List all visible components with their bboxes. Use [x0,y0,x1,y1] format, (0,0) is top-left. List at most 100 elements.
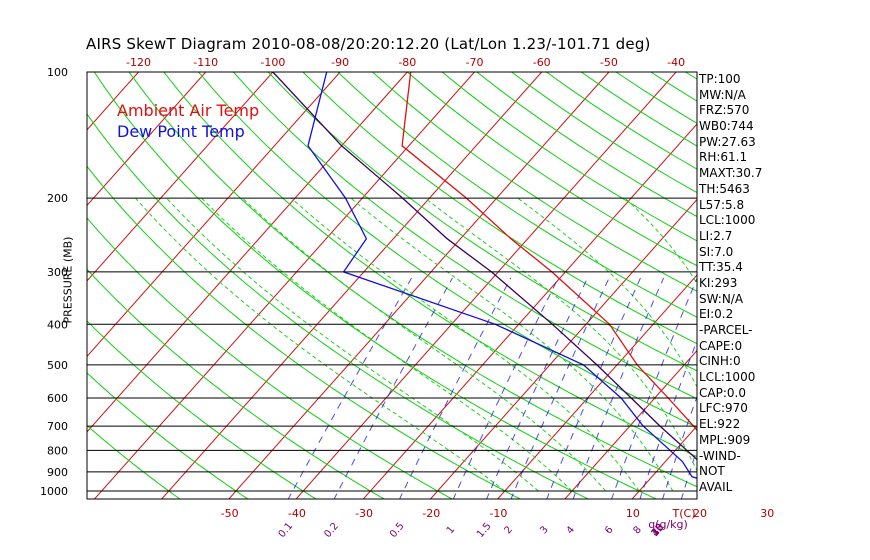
dry-adiabat-line [87,372,249,499]
dry-adiabat-line [87,268,385,499]
mixing-ratio-label: 0.1 [277,521,296,540]
dry-adiabat-line [163,72,697,458]
dry-adiabat-line [233,72,697,400]
index-row: NOT [699,464,725,479]
pressure-tick-label: 1000 [40,485,68,498]
mixing-ratio-label: 0.5 [388,521,407,540]
legend-ambient-air-temp: Ambient Air Temp [117,101,260,120]
moist-adiabat-line [350,197,674,492]
isotherm-line [87,72,207,207]
dry-adiabat-line [372,72,697,292]
top-temp-tick-label: -100 [260,56,285,69]
isotherm-line [161,72,543,499]
mixing-ratio-label: 2 [502,524,515,536]
moist-adiabat-line [290,197,640,492]
isotherm-line [228,72,610,499]
mixing-ratio-unit: q(g/kg) [648,518,688,531]
moist-adiabat-line [166,197,539,492]
mixing-ratio-label: 6 [603,524,616,536]
dry-adiabat-line [87,320,317,499]
y-axis-label: PRESSURE (MB) [61,236,75,324]
pressure-tick-label: 100 [47,66,68,79]
bottom-axis-unit: T(C) [672,507,696,520]
dry-adiabat-line [87,424,181,499]
profile-lines [272,72,697,479]
index-row: TP:100 [699,72,741,86]
index-row: TH:5463 [699,181,750,196]
bottom-temp-tick-label: -30 [355,507,373,520]
bottom-temp-tick-label: 30 [760,507,774,520]
isotherm-line [93,72,475,499]
dry-adiabat-line [476,72,697,218]
index-row: -WIND- [699,448,741,463]
top-temp-tick-label: -60 [533,56,551,69]
isotherm-line [87,72,341,358]
mixing-ratio-line [546,277,641,499]
top-temp-tick-label: -120 [126,56,151,69]
dry-adiabat-line [93,72,658,499]
bottom-temp-tick-label: 10 [626,507,640,520]
parcel-line [272,72,697,461]
index-row: AVAIL [699,479,733,494]
legend-dew-point-temp: Dew Point Temp [117,122,245,141]
index-row: SW:N/A [699,291,744,306]
moist-adiabat-line [803,198,841,491]
mixing-ratio-line [333,277,453,499]
index-row: EL:922 [699,417,741,432]
index-row: LCL:1000 [699,213,756,228]
isotherm-line [295,72,677,499]
isotherm-line [631,425,697,499]
top-temp-tick-label: -50 [600,56,618,69]
index-row: CINH:0 [699,354,741,369]
dry-adiabat-line [267,72,697,372]
bottom-temp-tick-label: 20 [693,507,707,520]
top-temp-tick-label: -80 [398,56,416,69]
pressure-tick-label: 400 [47,318,68,331]
top-temp-tick-label: -70 [466,56,484,69]
pressure-tick-label: 800 [47,444,68,457]
index-row: CAP:0.0 [699,385,746,400]
isotherm-line [429,198,697,499]
isotherm-line [766,72,870,500]
bottom-temp-tick-label: -10 [489,507,507,520]
dry-adiabat-line [337,72,697,318]
index-row: WB0:744 [699,119,754,134]
isotherm-line [362,123,697,499]
dry-adiabat-line [87,113,590,499]
index-row: MW:N/A [699,87,746,102]
moist-adiabat-line [517,197,697,388]
index-row: RH:61.1 [699,150,748,165]
mixing-ratio-label: 8 [632,524,645,536]
index-row: KI:293 [699,275,738,290]
mixing-ratio-line [287,277,413,499]
pressure-tick-label: 500 [47,359,68,372]
dry-adiabat-line [755,72,870,500]
index-row: LI:2.7 [699,228,733,243]
isotherm-line [564,349,697,499]
bottom-temp-tick-label: -40 [288,507,306,520]
dry-adiabat-line [406,72,697,267]
index-row: TT:35.4 [699,260,743,275]
chart-title: AIRS SkewT Diagram 2010-08-08/20:20:12.2… [86,35,651,53]
moist-adiabat-line [135,197,506,492]
moist-adiabat-line [424,197,697,472]
bottom-temp-tick-label: -50 [221,507,239,520]
index-row: L57:5.8 [699,197,745,212]
mixing-ratio-line [814,278,870,500]
axes: 100 200 300 400 500 600 700 800 900 1000 -120 -110 -… [40,56,774,540]
pressure-tick-label: 900 [47,466,68,479]
index-row: -PARCEL- [699,323,753,337]
mixing-ratio-line [572,277,665,499]
index-row: LCL:1000 [699,370,756,385]
mixing-ratio-line [639,339,697,499]
top-temp-tick-label: -110 [193,56,218,69]
index-row: FRZ:570 [699,103,750,118]
index-row: SI:7.0 [699,244,734,259]
mixing-ratio-label: 1.5 [475,521,494,540]
index-row: EI:0.2 [699,307,734,322]
mixing-ratio-line [760,278,826,500]
mixing-ratio-label: 0.2 [322,521,341,540]
pressure-tick-label: 600 [47,392,68,405]
mixing-ratio-line [510,277,610,499]
